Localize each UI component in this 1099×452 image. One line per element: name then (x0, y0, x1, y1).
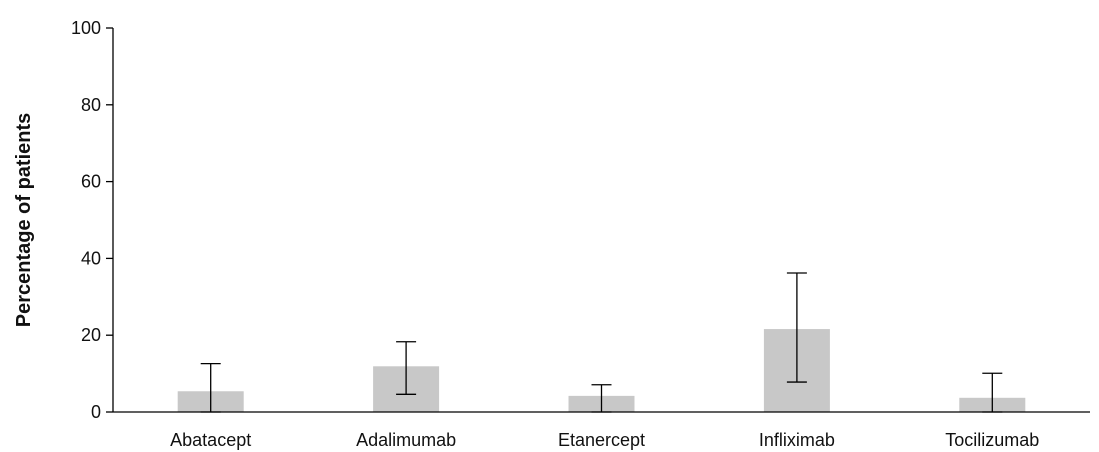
x-category-label: Adalimumab (356, 430, 456, 450)
y-tick-label: 60 (81, 172, 101, 192)
x-category-label: Etanercept (558, 430, 645, 450)
y-ticks-layer: 0 20 40 60 80 100 (71, 18, 113, 422)
x-category-label: Abatacept (170, 430, 251, 450)
y-axis-title: Percentage of patients (13, 113, 35, 328)
x-category-label: Tocilizumab (945, 430, 1039, 450)
y-tick-label: 80 (81, 95, 101, 115)
x-labels-layer: Abatacept Adalimumab Etanercept Infliximab T… (170, 430, 1039, 450)
error-bars-layer (200, 272, 1003, 413)
y-tick-label: 20 (81, 325, 101, 345)
x-category-label: Infliximab (759, 430, 835, 450)
y-tick-label: 40 (81, 248, 101, 268)
y-tick-label: 0 (91, 402, 101, 422)
y-tick-label: 100 (71, 18, 101, 38)
bars-layer (177, 329, 1026, 412)
